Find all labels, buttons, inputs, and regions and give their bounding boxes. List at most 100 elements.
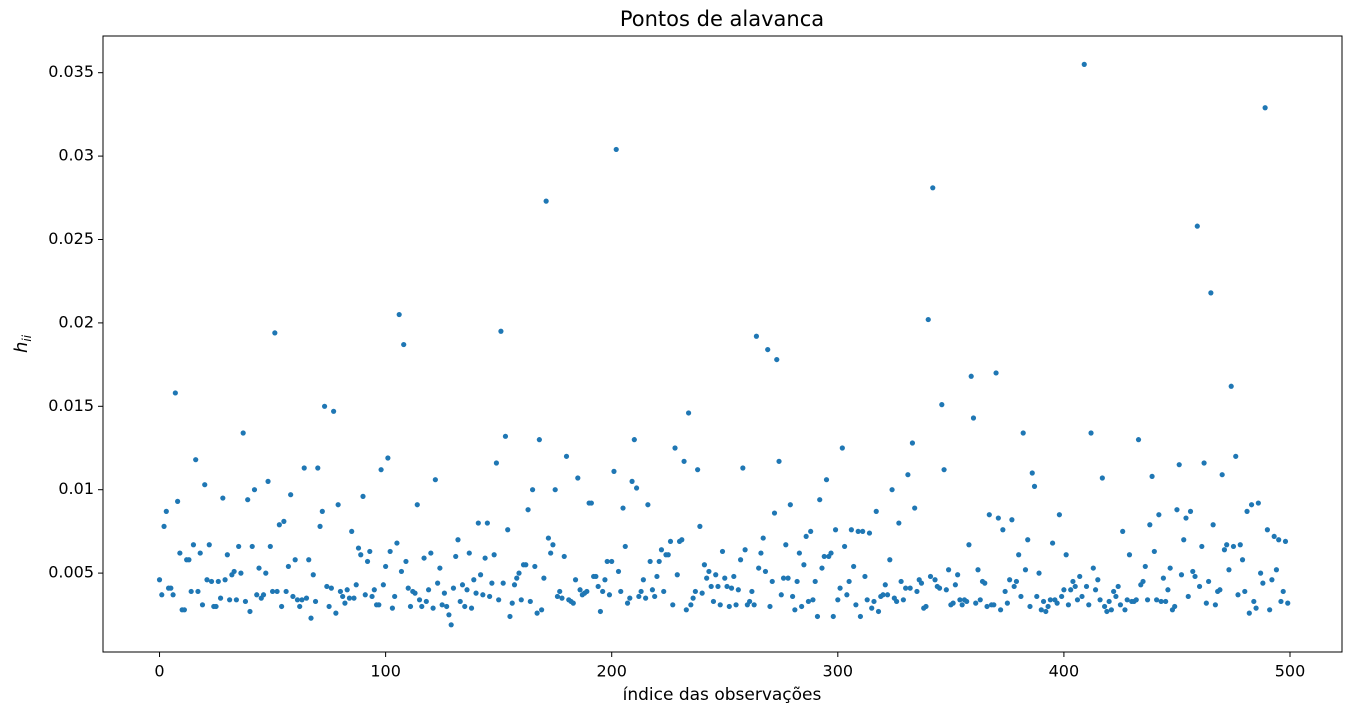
point <box>658 547 665 553</box>
point <box>647 558 653 565</box>
point <box>733 602 739 608</box>
point <box>496 597 502 603</box>
point <box>927 573 934 580</box>
point <box>245 497 251 503</box>
point <box>808 528 814 535</box>
point <box>297 603 303 610</box>
point <box>1269 577 1275 583</box>
point <box>889 487 895 493</box>
point <box>708 583 714 590</box>
point <box>982 580 988 586</box>
point <box>315 465 321 471</box>
point <box>609 558 615 565</box>
point <box>600 588 606 595</box>
x-tick-label: 100 <box>370 662 401 681</box>
point <box>674 572 680 578</box>
point <box>857 613 864 620</box>
point <box>909 440 916 446</box>
point <box>539 607 545 613</box>
point <box>690 595 696 601</box>
point <box>163 508 169 514</box>
point <box>728 585 735 591</box>
point <box>871 598 877 605</box>
point <box>837 585 843 591</box>
point <box>1185 593 1191 600</box>
point <box>570 600 576 606</box>
point <box>249 543 255 550</box>
point <box>267 543 273 550</box>
point <box>1160 575 1166 581</box>
point <box>787 502 793 508</box>
point <box>1133 597 1139 603</box>
point <box>523 562 529 568</box>
point <box>624 600 631 606</box>
point <box>993 370 999 376</box>
point <box>197 550 203 556</box>
point <box>1070 578 1076 585</box>
point <box>1255 500 1261 506</box>
point <box>1072 583 1078 590</box>
point <box>740 465 746 471</box>
point <box>792 607 798 613</box>
point <box>281 518 287 524</box>
point <box>416 597 423 603</box>
point <box>1054 600 1060 606</box>
point <box>554 593 561 600</box>
point <box>435 580 441 586</box>
point <box>529 487 536 493</box>
point <box>263 570 269 576</box>
point <box>1278 598 1284 605</box>
point <box>550 542 556 548</box>
point <box>794 578 800 585</box>
point <box>398 568 405 575</box>
point <box>1264 527 1270 533</box>
point <box>724 583 730 590</box>
plot-frame <box>102 35 1343 653</box>
point <box>887 557 893 563</box>
point <box>1126 552 1133 558</box>
point <box>975 567 981 573</box>
point <box>480 592 486 598</box>
point <box>1154 597 1160 603</box>
point <box>753 333 760 339</box>
point <box>351 595 357 601</box>
point <box>1178 572 1185 578</box>
point <box>1113 593 1119 600</box>
point <box>769 578 775 585</box>
point <box>324 583 330 590</box>
point <box>704 575 710 581</box>
point <box>563 453 570 459</box>
point <box>679 537 685 543</box>
point <box>224 552 230 558</box>
point <box>349 528 355 535</box>
point <box>217 595 224 601</box>
point <box>930 185 936 191</box>
point <box>1135 437 1142 443</box>
point <box>251 487 258 493</box>
point <box>308 615 314 621</box>
point <box>545 535 552 541</box>
point <box>1068 587 1074 593</box>
point <box>459 582 466 588</box>
point <box>1011 583 1017 590</box>
point <box>190 542 197 548</box>
point <box>1230 543 1237 550</box>
point <box>552 487 558 493</box>
point <box>161 523 167 529</box>
point <box>181 607 187 613</box>
point <box>471 577 477 583</box>
point <box>557 588 563 595</box>
point <box>991 602 997 608</box>
point <box>973 600 979 606</box>
point <box>177 550 183 556</box>
point <box>995 515 1001 521</box>
point <box>835 597 841 603</box>
point <box>936 585 943 591</box>
point <box>534 610 540 616</box>
point <box>392 593 398 600</box>
point <box>905 472 911 478</box>
point <box>360 493 366 499</box>
point <box>548 550 554 556</box>
point <box>869 605 875 611</box>
